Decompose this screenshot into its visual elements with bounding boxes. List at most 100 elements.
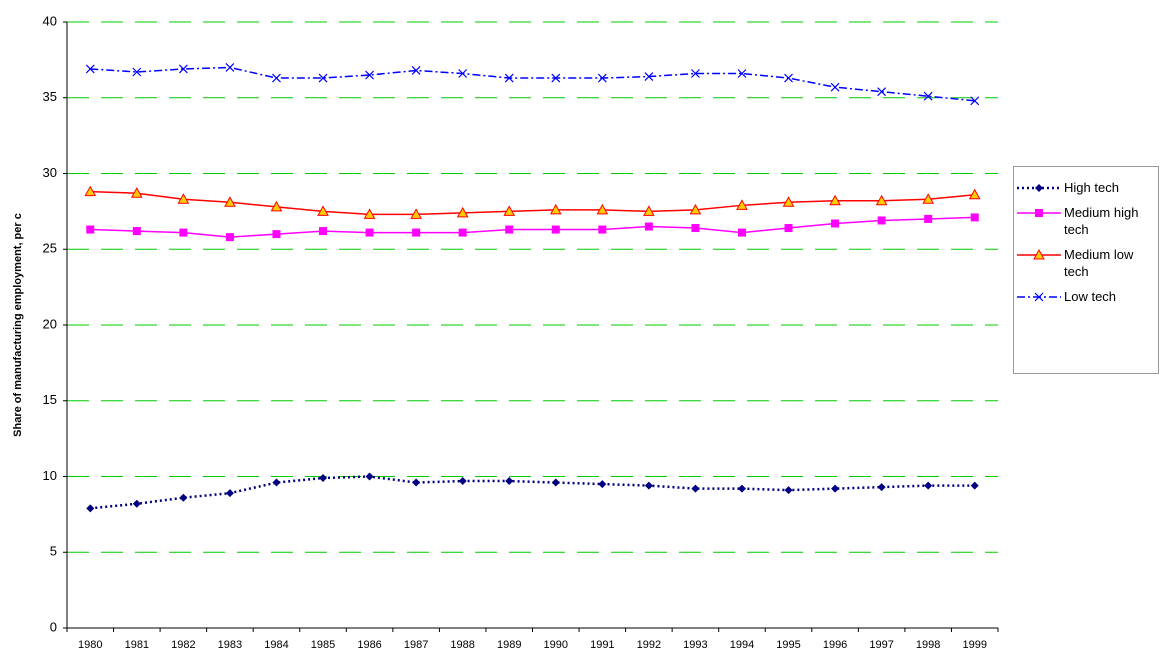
x-tick-label: 1999 [962, 639, 986, 651]
marker [411, 66, 421, 75]
marker [877, 87, 887, 97]
marker [644, 222, 653, 231]
marker [923, 91, 933, 101]
marker [784, 73, 793, 83]
x-tick-label: 1993 [683, 639, 707, 651]
marker [1035, 209, 1043, 217]
x-tick-label: 1991 [590, 639, 614, 651]
marker [412, 228, 421, 237]
marker [831, 219, 840, 228]
marker [130, 187, 143, 198]
x-tick-label: 1984 [264, 639, 288, 651]
marker [830, 82, 840, 92]
legend-label: Medium high tech [1064, 205, 1139, 237]
marker [549, 203, 562, 215]
legend-entry: Medium low tech [1014, 246, 1158, 280]
marker [225, 233, 234, 242]
marker [968, 188, 981, 200]
marker [179, 493, 188, 502]
legend-entry: High tech [1014, 179, 1158, 196]
marker [737, 228, 746, 237]
y-tick-label: 30 [43, 165, 57, 180]
marker [132, 227, 141, 236]
x-tick-label: 1980 [78, 639, 102, 651]
marker [505, 477, 514, 486]
x-tick-label: 1995 [776, 639, 800, 651]
marker [596, 203, 609, 215]
y-tick-label: 10 [43, 468, 57, 483]
chart: Share of manufacturing employment, per c… [12, 13, 999, 651]
marker [551, 73, 561, 83]
marker [132, 499, 141, 508]
y-tick-label: 15 [43, 392, 57, 407]
x-tick-label: 1990 [544, 639, 568, 651]
marker [598, 480, 607, 489]
marker [784, 224, 793, 233]
x-tick-label: 1994 [730, 639, 754, 651]
legend-swatch [1017, 184, 1061, 192]
marker [829, 194, 841, 206]
y-tick-label: 25 [43, 241, 57, 256]
marker [643, 205, 655, 216]
legend-label: Low tech [1064, 289, 1117, 304]
marker [365, 472, 374, 481]
marker [319, 227, 328, 236]
marker [272, 230, 281, 239]
marker [272, 478, 281, 487]
marker [224, 196, 236, 207]
marker [178, 64, 188, 74]
marker [689, 203, 702, 215]
marker [458, 69, 468, 78]
legend-swatch [1017, 248, 1061, 260]
series-line [90, 475, 975, 510]
marker [691, 69, 700, 78]
marker [970, 481, 979, 490]
marker [691, 484, 700, 493]
marker [84, 185, 97, 197]
marker [644, 481, 653, 490]
marker [177, 193, 190, 204]
marker [365, 228, 374, 237]
marker [1035, 184, 1043, 192]
marker [503, 205, 516, 216]
marker [551, 225, 560, 234]
marker [85, 64, 95, 74]
x-tick-label: 1981 [125, 639, 149, 651]
marker [970, 213, 979, 222]
marker [458, 228, 467, 237]
legend-label: Medium low tech [1064, 247, 1134, 279]
marker [551, 478, 560, 487]
marker [410, 208, 422, 219]
x-tick-label: 1997 [869, 639, 893, 651]
marker [179, 228, 188, 237]
marker [225, 63, 235, 72]
x-tick-label: 1992 [637, 639, 661, 651]
marker [737, 484, 746, 493]
marker [831, 484, 840, 493]
marker [924, 481, 933, 490]
x-tick-label: 1987 [404, 639, 428, 651]
x-tick-label: 1982 [171, 639, 195, 651]
marker [597, 73, 607, 83]
legend-swatch [1017, 292, 1061, 302]
legend-entry: Low tech [1014, 288, 1158, 305]
series-line [90, 216, 975, 238]
marker [365, 70, 374, 80]
marker [737, 69, 747, 78]
marker [736, 199, 748, 210]
marker [691, 224, 700, 233]
marker [319, 474, 328, 483]
marker [225, 489, 234, 498]
marker [970, 96, 980, 106]
marker [505, 225, 514, 234]
marker [644, 72, 654, 81]
x-tick-label: 1989 [497, 639, 521, 651]
marker [318, 73, 328, 83]
marker [598, 225, 607, 234]
series-line [90, 66, 975, 102]
legend-entry: Medium high tech [1014, 204, 1158, 238]
legend-swatch [1017, 209, 1061, 217]
marker [412, 478, 421, 487]
marker [1034, 292, 1044, 302]
